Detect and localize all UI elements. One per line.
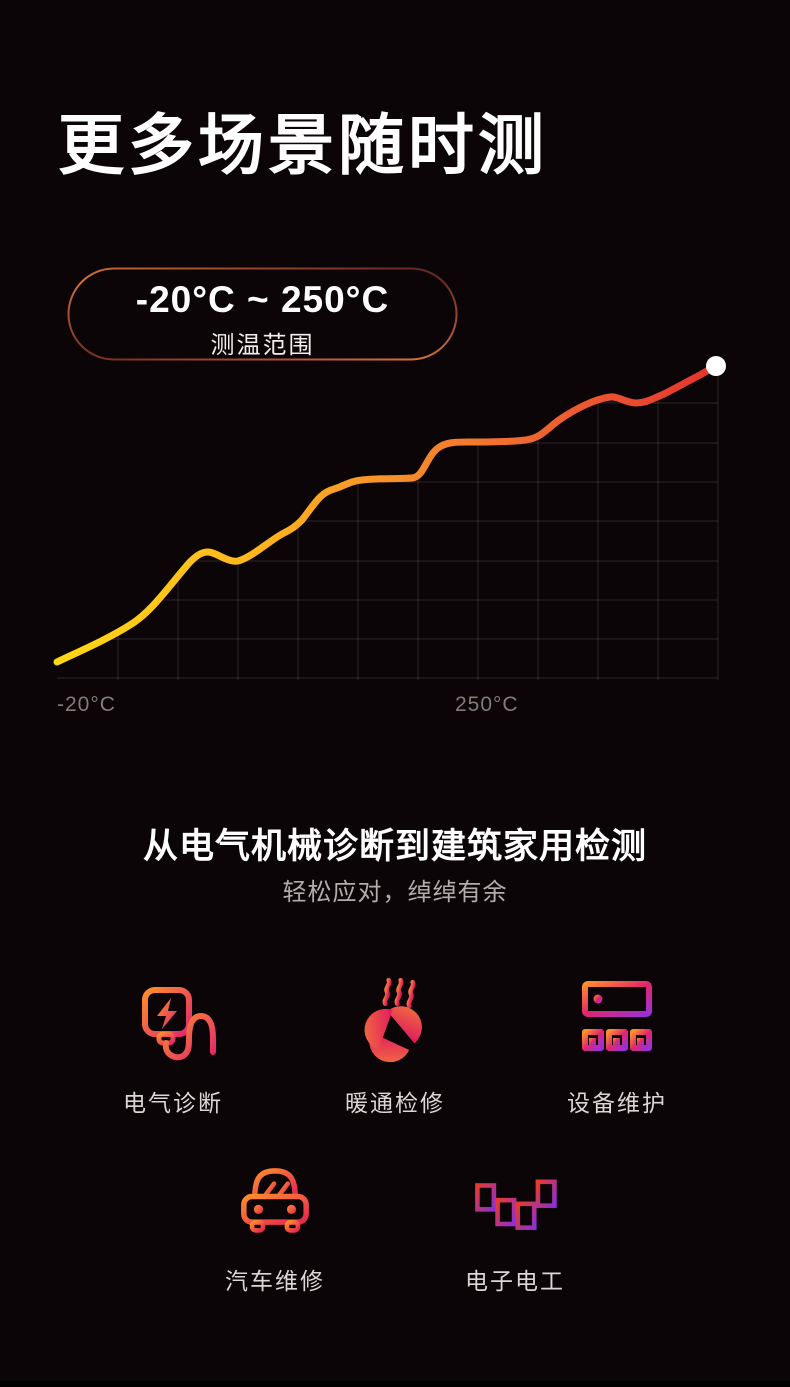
- chart-grid: [57, 360, 719, 680]
- line-chart-svg: [53, 356, 726, 680]
- sliders-icon: [475, 1163, 557, 1241]
- temperature-range-value: -20°C ~ 250°C: [135, 279, 390, 320]
- scenario-electronics: 电子电工: [440, 1158, 590, 1296]
- car-icon: [241, 1168, 309, 1233]
- scenario-row-1: 电气诊断 暖通检修: [0, 972, 790, 1118]
- curve-endpoint-dot: [706, 356, 726, 376]
- temperature-curve: [53, 362, 720, 666]
- plug-icon: [142, 975, 216, 1061]
- fan-icon: [364, 977, 422, 1063]
- x-axis-max-label: 250°C: [455, 693, 519, 716]
- scenario-label: 汽车维修: [225, 1268, 325, 1294]
- scenario-label: 设备维护: [567, 1090, 667, 1116]
- network-icon: [582, 981, 652, 1051]
- scenario-electrical: 电气诊断: [98, 972, 248, 1118]
- temperature-line-chart: [0, 350, 790, 695]
- scenario-row-2: 汽车维修 电子电工: [0, 1158, 790, 1296]
- section-heading: 从电气机械诊断到建筑家用检测: [142, 827, 647, 866]
- scenario-auto: 汽车维修: [200, 1158, 350, 1296]
- temperature-range-label: 测温范围: [210, 332, 315, 359]
- temperature-range-badge: -20°C ~ 250°C 测温范围: [67, 267, 458, 361]
- section-subheading: 轻松应对，绰绰有余: [282, 879, 508, 906]
- scenario-equipment: 设备维护: [542, 972, 692, 1118]
- bottom-strip: [0, 1381, 790, 1387]
- scenario-hvac: 暖通检修: [320, 972, 470, 1118]
- page-title: 更多场景随时测: [58, 108, 548, 182]
- badge-border: [67, 267, 458, 361]
- x-axis-min-label: -20°C: [57, 693, 116, 716]
- scenario-label: 暖通检修: [345, 1090, 445, 1116]
- scenario-label: 电子电工: [465, 1268, 565, 1294]
- scenario-label: 电气诊断: [123, 1090, 223, 1116]
